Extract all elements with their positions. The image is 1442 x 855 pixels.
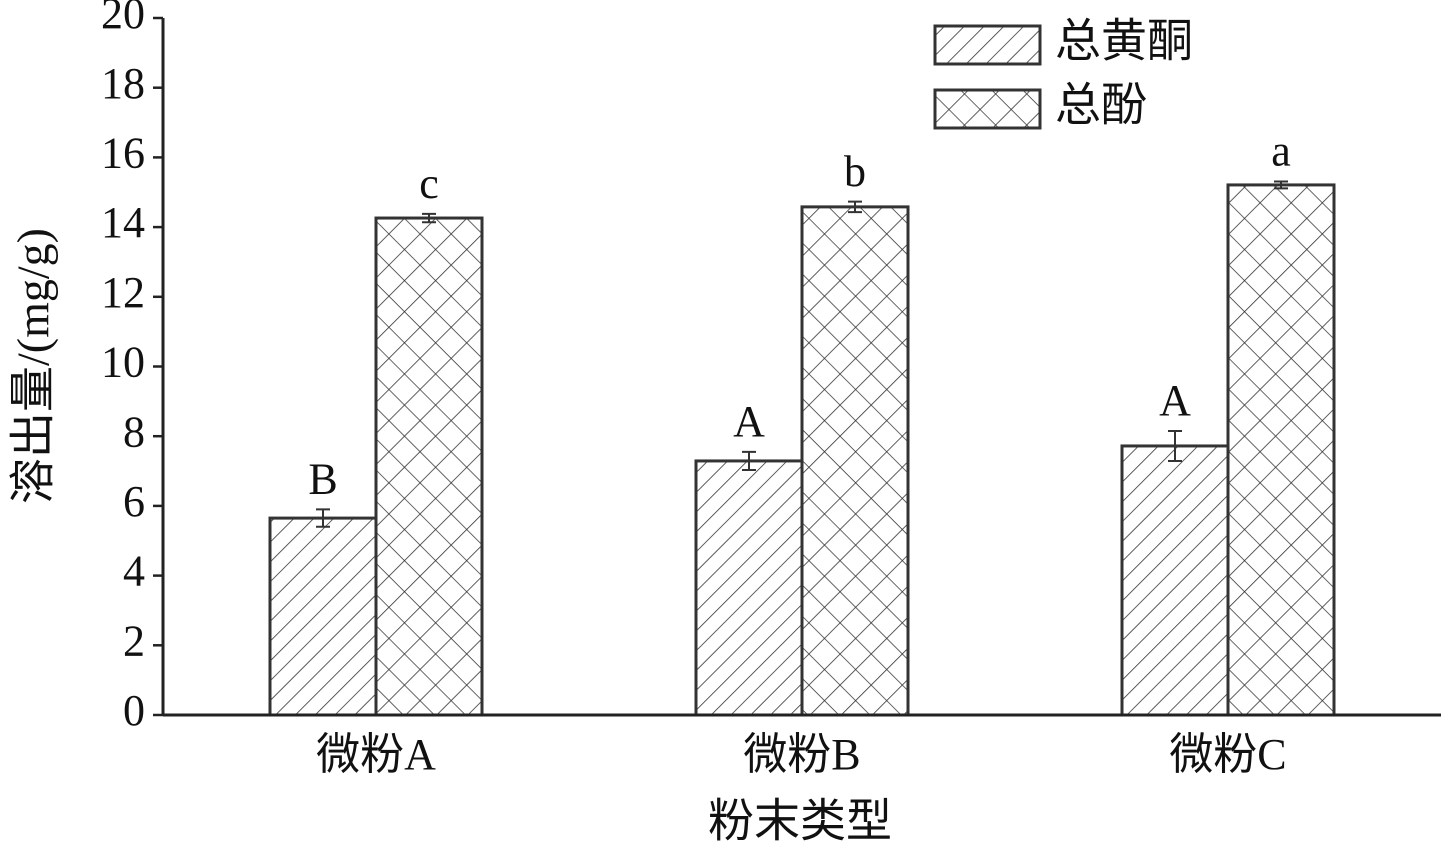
bar (1226, 183, 1336, 717)
bar (268, 516, 378, 717)
y-tick-label: 2 (123, 616, 145, 665)
y-tick-label: 10 (101, 338, 145, 387)
error-bar (1274, 180, 1288, 190)
x-tick-label: 微粉C (1169, 730, 1286, 779)
x-tick-label: 微粉B (743, 730, 860, 779)
y-tick-label: 16 (101, 128, 145, 177)
y-tick-label: 8 (123, 407, 145, 456)
error-bar (848, 200, 862, 214)
bar (1120, 444, 1230, 717)
legend-label: 总黄酮 (1055, 16, 1193, 67)
y-tick-label: 14 (101, 198, 145, 247)
error-bar (1168, 429, 1182, 462)
significance-label: A (1159, 376, 1191, 425)
significance-label: A (733, 397, 765, 446)
error-bar (742, 450, 756, 472)
x-tick-label: 微粉A (316, 730, 436, 779)
bar (800, 205, 910, 717)
y-tick-label: 12 (101, 268, 145, 317)
y-tick-label: 4 (123, 547, 145, 596)
error-bar (422, 212, 436, 224)
y-tick-label: 6 (123, 477, 145, 526)
x-axis-title: 粉末类型 (708, 796, 892, 847)
bar (374, 216, 484, 717)
legend-label: 总酚 (1055, 80, 1147, 131)
y-axis-title: 溶出量/(mg/g) (8, 228, 59, 504)
y-tick-label: 18 (101, 59, 145, 108)
significance-label: B (308, 454, 337, 503)
legend-swatch (933, 24, 1042, 66)
error-bar (316, 508, 330, 528)
y-tick-label: 0 (123, 686, 145, 735)
bar (694, 459, 804, 717)
significance-label: b (844, 147, 866, 196)
significance-label: a (1271, 127, 1291, 176)
significance-label: c (419, 159, 439, 208)
y-tick-label: 20 (101, 0, 145, 38)
legend-swatch (933, 88, 1042, 130)
